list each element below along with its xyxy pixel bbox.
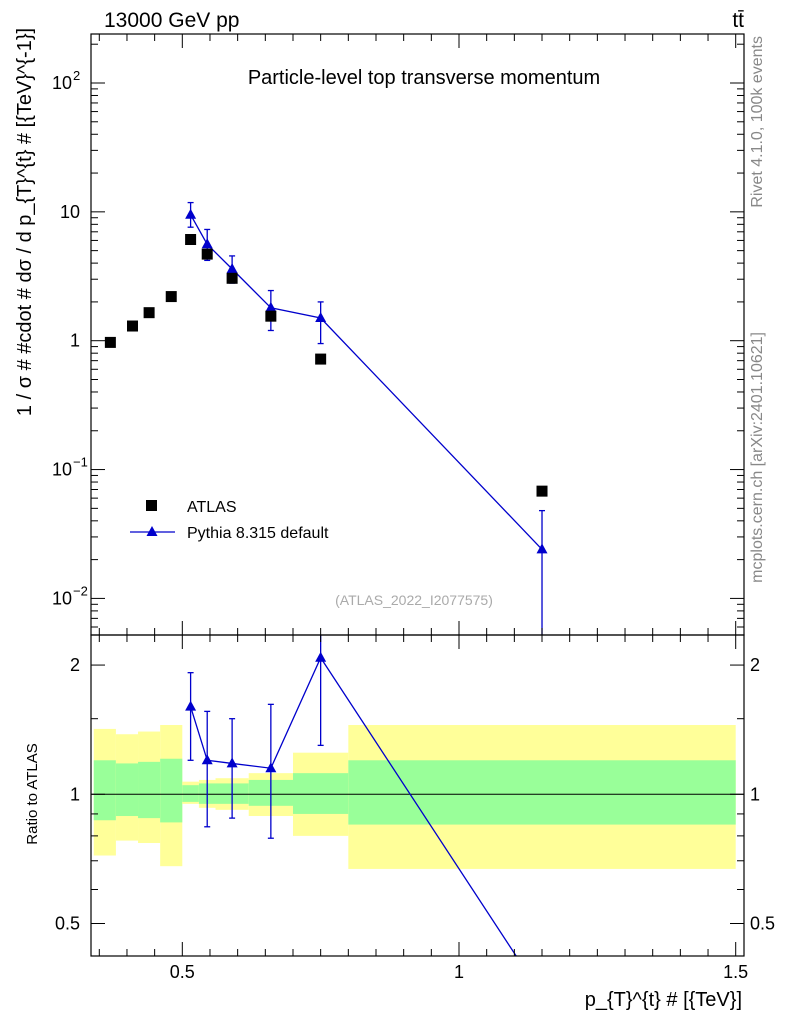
- main-y-tick-exp-0: −2: [73, 583, 88, 598]
- atlas-point-9: [536, 485, 548, 497]
- ratio-panel-frame: [90, 634, 745, 957]
- ratio-y-tick-label-r-1: 1: [750, 784, 760, 804]
- x-axis-label: p_{T}^{t} # [{TeV}]: [585, 989, 742, 1011]
- pythia-point-0: [185, 208, 197, 219]
- atlas-point-8: [315, 353, 327, 365]
- atlas-point-0: [104, 336, 116, 348]
- ratio-point-5: [537, 989, 548, 999]
- main-y-tick-label-0: 10: [52, 588, 72, 608]
- main-y-tick-label-1: 10: [52, 460, 72, 480]
- ratio-y-tick-label-l-1: 1: [70, 784, 80, 804]
- legend-label-atlas: ATLAS: [187, 499, 237, 516]
- pythia-line: [190, 214, 543, 550]
- atlas-point-4: [185, 234, 197, 246]
- main-panel-frame: [90, 33, 745, 636]
- pythia-point-2: [226, 263, 238, 274]
- pythia-point-3: [265, 301, 277, 312]
- ratio-pythia-line: [189, 656, 517, 956]
- pythia-point-1: [201, 238, 213, 249]
- side-mcplots-label: mcplots.cern.ch [arXiv:2401.10621]: [749, 332, 766, 583]
- band-inner-3: [160, 758, 183, 823]
- legend: ATLAS Pythia 8.315 default: [130, 499, 329, 542]
- x-tick-label-2: 1.5: [723, 962, 748, 982]
- uncertainty-bands: [93, 725, 736, 869]
- main-y-tick-exp-4: 2: [73, 68, 80, 83]
- ratio-y-tick-label-r-2: 2: [750, 655, 760, 675]
- main-y-tick-exp-1: −1: [73, 455, 88, 470]
- legend-marker-atlas: [146, 500, 157, 511]
- ratio-point-4: [315, 651, 327, 662]
- ratio-point-1: [201, 754, 213, 765]
- band-inner-0: [93, 760, 116, 821]
- header-left-label: 13000 GeV pp: [104, 9, 239, 32]
- main-y-axis-label: 1 / σ # #cdot # dσ / d p_{T}^{t} # [{TeV…: [14, 28, 36, 416]
- band-inner-2: [138, 761, 161, 819]
- atlas-point-1: [127, 320, 139, 332]
- atlas-point-3: [165, 291, 177, 303]
- chart-title: Particle-level top transverse momentum: [248, 67, 600, 89]
- header-right-label: tt̄: [732, 9, 744, 32]
- atlas-point-5: [201, 248, 213, 260]
- band-inner-8: [292, 773, 349, 814]
- legend-label-pythia: Pythia 8.315 default: [187, 525, 329, 542]
- x-tick-label-1: 1: [454, 962, 464, 982]
- x-tick-label-0: 0.5: [170, 962, 195, 982]
- main-y-tick-label-2: 1: [70, 331, 80, 351]
- main-y-tick-label-3: 10: [60, 202, 80, 222]
- legend-marker-pythia: [146, 526, 158, 536]
- ratio-y-tick-label-r-0: 0.5: [750, 913, 775, 933]
- data-series: [104, 201, 548, 999]
- side-rivet-label: Rivet 4.1.0, 100k events: [749, 36, 766, 208]
- pythia-point-4: [315, 312, 327, 323]
- watermark-label: (ATLAS_2022_I2077575): [335, 592, 493, 608]
- ratio-y-tick-label-l-2: 2: [70, 655, 80, 675]
- ratio-point-2: [226, 757, 238, 768]
- ratio-point-0: [185, 700, 197, 711]
- ratio-point-3: [265, 762, 277, 773]
- atlas-point-7: [265, 310, 277, 322]
- main-y-tick-label-4: 10: [52, 73, 72, 93]
- ratio-y-tick-label-l-0: 0.5: [55, 913, 80, 933]
- ratio-series-group: [185, 635, 548, 999]
- band-inner-9: [348, 760, 736, 825]
- band-inner-4: [182, 785, 199, 802]
- main-series-group: [104, 201, 548, 635]
- panel-frames: [90, 33, 745, 957]
- atlas-point-2: [143, 307, 155, 319]
- ratio-y-axis-label: Ratio to ATLAS: [24, 743, 41, 844]
- band-inner-1: [115, 763, 139, 817]
- atlas-point-6: [226, 272, 238, 284]
- pythia-point-5: [536, 543, 548, 554]
